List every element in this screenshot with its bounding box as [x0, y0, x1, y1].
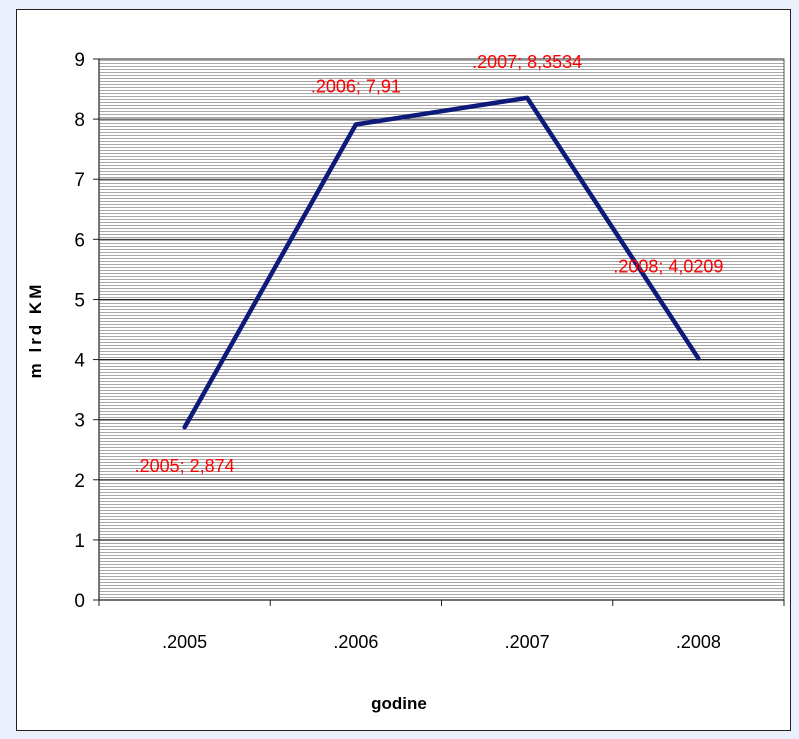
- series-line: [182, 95, 701, 430]
- data-label: .2005; 2,874: [135, 456, 235, 476]
- x-tick-label: .2005: [162, 632, 207, 652]
- y-axis-ticks: 0 1 2 3 4 5 6 7 8 9: [74, 50, 99, 612]
- data-label: .2007; 8,3534: [472, 52, 582, 72]
- x-tick-label: .2008: [676, 632, 721, 652]
- y-tick-label: 3: [74, 411, 85, 432]
- x-axis-ticks: .2005 .2006 .2007 .2008: [98, 600, 785, 652]
- y-tick-label: 6: [74, 230, 85, 251]
- gridlines: [99, 58, 784, 541]
- data-labels: .2005; 2,874 .2006; 7,91 .2007; 8,3534 .200…: [135, 52, 724, 476]
- y-tick-label: 4: [74, 351, 85, 372]
- y-tick-label: 1: [74, 531, 85, 552]
- y-tick-label: 5: [74, 290, 85, 311]
- data-label: .2006; 7,91: [311, 77, 401, 97]
- x-tick-label: .2006: [333, 632, 378, 652]
- y-tick-label: 2: [74, 471, 85, 492]
- plot-area: [98, 58, 785, 601]
- x-tick-label: .2007: [505, 632, 550, 652]
- x-axis-title: godine: [371, 694, 427, 713]
- data-label: .2008; 4,0209: [613, 256, 723, 276]
- series-line-path: [182, 95, 701, 430]
- y-axis-title: m lrd KM: [26, 281, 45, 379]
- y-tick-label: 7: [74, 170, 85, 191]
- y-tick-label: 0: [74, 591, 85, 612]
- y-tick-label: 8: [74, 110, 85, 131]
- y-tick-label: 9: [74, 50, 85, 71]
